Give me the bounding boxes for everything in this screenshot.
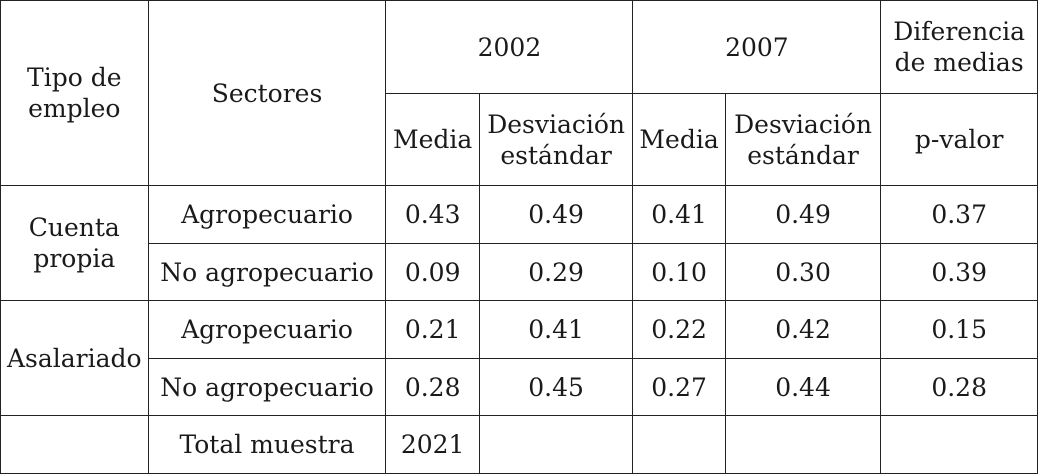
- media-2002-cell: 0.43: [385, 185, 480, 244]
- empty-cell: [724, 415, 882, 474]
- header-tipo-de-empleo: Tipo de empleo: [0, 0, 149, 186]
- p-valor-cell: 0.28: [880, 358, 1038, 416]
- media-2002-cell: 0.09: [385, 243, 480, 301]
- tipo-asalariado: Asalariado: [0, 300, 149, 416]
- empty-cell: [880, 415, 1038, 474]
- sector-cell: No agropecuario: [147, 358, 387, 416]
- p-valor-cell: 0.15: [880, 300, 1038, 359]
- empty-cell: [0, 415, 149, 474]
- media-2007-cell: 0.10: [632, 243, 726, 301]
- header-diferencia-de-medias: Diferencia de medias: [880, 0, 1038, 94]
- table-row: Cuenta propia Agropecuario 0.43 0.49 0.4…: [0, 185, 1038, 301]
- table-row: No agropecuario 0.09 0.29 0.10 0.30 0.39: [1, 243, 1038, 301]
- header-year-2002: 2002: [385, 0, 634, 94]
- desviacion-2007-cell: 0.49: [724, 185, 882, 244]
- sector-cell: Agropecuario: [147, 185, 387, 244]
- media-2002-cell: 0.21: [385, 300, 480, 359]
- media-2007-cell: 0.27: [632, 358, 726, 416]
- total-label: Total muestra: [147, 415, 387, 474]
- table-row: No agropecuario 0.28 0.45 0.27 0.44 0.28: [1, 358, 1038, 416]
- p-valor-cell: 0.39: [880, 243, 1038, 301]
- desviacion-2002-cell: 0.49: [478, 185, 634, 244]
- header-desviacion-2002: Desviación estándar: [478, 93, 634, 186]
- desviacion-2007-cell: 0.44: [724, 358, 882, 416]
- header-row-2: Media Desviación estándar Media Desviaci…: [1, 93, 1038, 186]
- table-row: Asalariado Agropecuario 0.21 0.41 0.22 0…: [0, 300, 1038, 416]
- desviacion-2002-cell: 0.41: [478, 300, 634, 359]
- media-2007-cell: 0.41: [632, 185, 726, 244]
- header-year-2007: 2007: [632, 0, 882, 94]
- media-2007-cell: 0.22: [632, 300, 726, 359]
- desviacion-2007-cell: 0.42: [724, 300, 882, 359]
- header-media-2002: Media: [385, 93, 480, 186]
- header-sectores: Sectores: [147, 0, 387, 186]
- sector-cell: No agropecuario: [147, 243, 387, 301]
- empty-cell: [478, 415, 634, 474]
- header-desviacion-2007: Desviación estándar: [724, 93, 882, 186]
- header-p-valor: p-valor: [880, 93, 1038, 186]
- desviacion-2007-cell: 0.30: [724, 243, 882, 301]
- header-media-2007: Media: [632, 93, 726, 186]
- empty-cell: [632, 415, 726, 474]
- media-2002-cell: 0.28: [385, 358, 480, 416]
- total-value: 2021: [385, 415, 480, 474]
- tipo-cuenta-propia: Cuenta propia: [0, 185, 149, 301]
- header-row-1: Tipo de empleo Sectores 2002 2007 Difere…: [0, 0, 1038, 186]
- desviacion-2002-cell: 0.29: [478, 243, 634, 301]
- total-row: Total muestra 2021: [0, 415, 1038, 474]
- sector-cell: Agropecuario: [147, 300, 387, 359]
- desviacion-2002-cell: 0.45: [478, 358, 634, 416]
- p-valor-cell: 0.37: [880, 185, 1038, 244]
